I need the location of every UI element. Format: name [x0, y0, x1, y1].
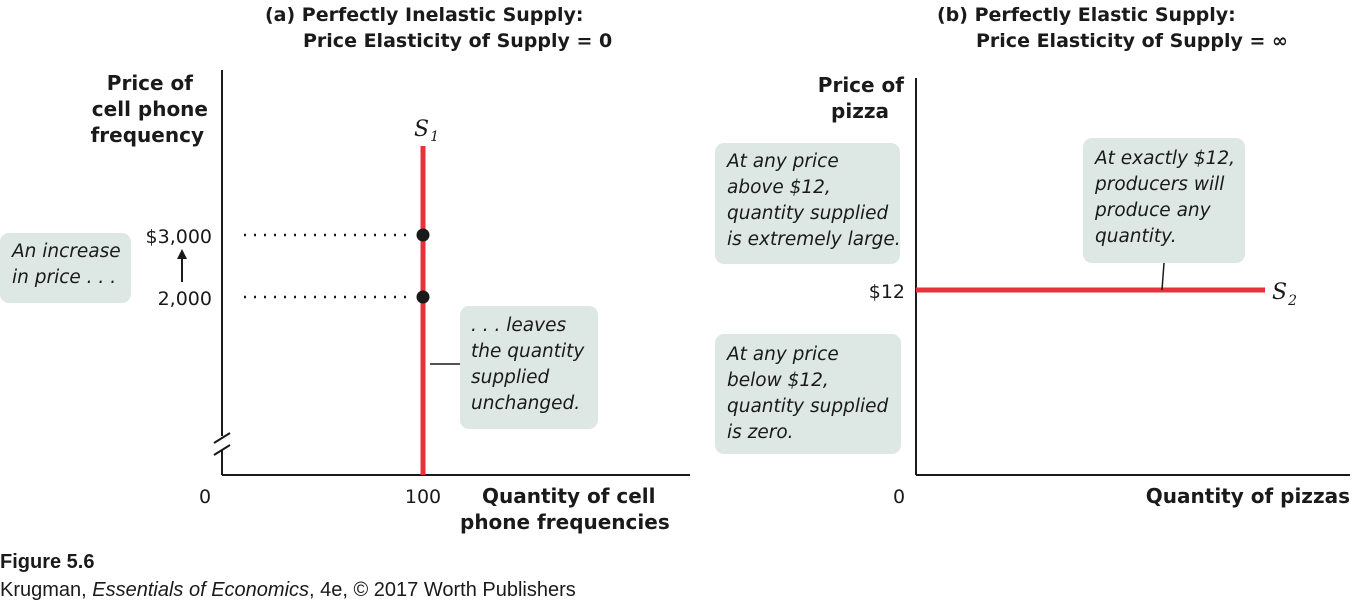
- panel-a-subtitle: Price Elasticity of Supply = 0: [303, 30, 612, 52]
- annotation-exactly-12: At exactly $12, producers will produce a…: [1083, 138, 1245, 263]
- annotation-line: in price . . .: [12, 267, 117, 288]
- panel-b-ylabel-line-2: pizza: [831, 99, 889, 123]
- figure-caption: Figure 5.6 Krugman, Essentials of Econom…: [0, 548, 576, 604]
- axis-break-mark-upper: [213, 432, 231, 444]
- panel-a-xlabel-line-2: phone frequencies: [460, 510, 670, 534]
- annotation-line: At any price: [727, 151, 839, 172]
- annotation-line: the quantity: [471, 341, 585, 362]
- panel-b-xlabel: Quantity of pizzas: [1146, 484, 1350, 508]
- annotation-increase-in-price: An increase in price . . .: [0, 233, 131, 303]
- panel-a-chart: (a) Perfectly Inelastic Supply: Price El…: [91, 4, 690, 534]
- figure-canvas: (a) Perfectly Inelastic Supply: Price El…: [91, 4, 1350, 534]
- annotation-line: unchanged.: [471, 393, 581, 414]
- panel-a-origin-label: 0: [199, 486, 211, 508]
- credit-book-title: Essentials of Economics: [92, 579, 310, 601]
- annotation-line: below $12,: [727, 370, 829, 391]
- supply-label-s2: S2: [1272, 280, 1297, 309]
- annotation-line: An increase: [12, 241, 121, 262]
- panel-a-ylabel-line-2: cell phone: [92, 97, 208, 121]
- annotation-line: is zero.: [727, 422, 794, 443]
- panel-a-xlabel-line-1: Quantity of cell: [482, 484, 656, 508]
- panel-a-ylabel-line-3: frequency: [91, 123, 204, 147]
- figure-credit: Krugman, Essentials of Economics, 4e, © …: [0, 576, 576, 604]
- annotation-line: quantity supplied: [727, 396, 889, 417]
- annotation-line: At any price: [727, 344, 839, 365]
- annotation-below-12: At any price below $12, quantity supplie…: [715, 334, 901, 454]
- increase-arrow-head: [177, 249, 187, 259]
- annotation-above-12: At any price above $12, quantity supplie…: [715, 143, 901, 264]
- panel-b-origin-label: 0: [893, 486, 905, 508]
- credit-author: Krugman,: [0, 579, 93, 601]
- annotation-line: producers will: [1095, 174, 1225, 195]
- panel-a-title: (a) Perfectly Inelastic Supply:: [265, 4, 584, 26]
- figure-number: Figure 5.6: [0, 551, 95, 573]
- panel-b-title: (b) Perfectly Elastic Supply:: [937, 4, 1236, 26]
- credit-publisher: , 4e, © 2017 Worth Publishers: [309, 579, 576, 601]
- panel-a-ylabel-line-1: Price of: [107, 71, 194, 95]
- panel-b-y-tick-12: $12: [869, 281, 905, 303]
- annotation-line: above $12,: [727, 177, 831, 198]
- annotation-line: quantity.: [1095, 226, 1177, 247]
- annotation-quantity-unchanged: . . . leaves the quantity supplied uncha…: [460, 306, 598, 429]
- annotation-line: supplied: [471, 367, 550, 388]
- annotation-line: is extremely large.: [727, 229, 901, 250]
- annotation-pointer-exact: [1161, 262, 1165, 291]
- panel-b-ylabel-line-1: Price of: [818, 73, 905, 97]
- axis-break-mark-lower: [213, 444, 231, 456]
- supply-label-s1: S1: [414, 117, 439, 145]
- point-price-3000: [416, 228, 430, 242]
- panel-a-x-tick-100: 100: [405, 486, 441, 508]
- annotation-line: quantity supplied: [727, 203, 889, 224]
- annotation-line: produce any: [1095, 200, 1211, 221]
- panel-b-chart: (b) Perfectly Elastic Supply: Price Elas…: [818, 4, 1350, 508]
- annotation-line: . . . leaves: [471, 315, 567, 336]
- point-price-2000: [416, 290, 430, 304]
- panel-b-subtitle: Price Elasticity of Supply = ∞: [976, 30, 1288, 52]
- panel-a-y-tick-2000: 2,000: [158, 288, 212, 310]
- annotation-line: At exactly $12,: [1095, 148, 1236, 169]
- panel-a-y-tick-3000: $3,000: [146, 226, 212, 248]
